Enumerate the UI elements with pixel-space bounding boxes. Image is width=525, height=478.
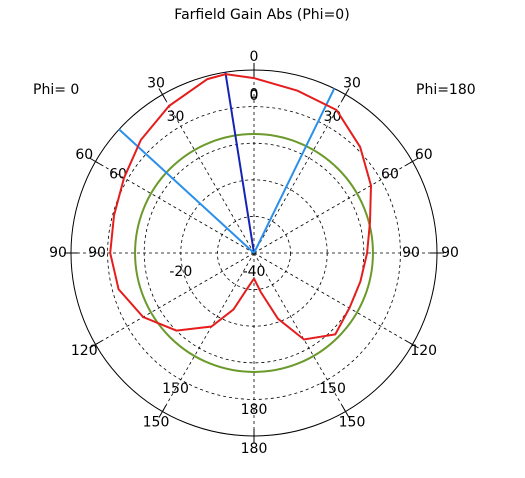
angle-tick (406, 340, 419, 349)
inner-angle-label: 60 (381, 167, 399, 183)
direction-line (253, 88, 336, 254)
inner-angle-label: 150 (319, 381, 346, 397)
spoke (162, 252, 255, 412)
inner-angle-label: 30 (167, 109, 185, 125)
inner-angle-label: 60 (109, 167, 127, 183)
spoke (162, 94, 255, 254)
inner-angle-label: 90 (402, 245, 420, 261)
gain-curve (109, 73, 373, 341)
spoke (253, 94, 346, 254)
angle-tick (89, 340, 102, 349)
spoke (253, 161, 413, 254)
spoke (253, 252, 413, 345)
angle-tick (158, 88, 167, 101)
angle-tick (406, 157, 419, 166)
r-tick-label: -20 (169, 264, 192, 280)
outer-angle-label: 0 (250, 49, 259, 65)
outer-angle-label: 150 (143, 415, 170, 431)
outer-angle-label: 180 (241, 441, 268, 457)
spoke (95, 252, 255, 345)
outer-angle-label: 30 (343, 75, 361, 91)
chart-title: Farfield Gain Abs (Phi=0) (174, 7, 349, 23)
outer-angle-label: 60 (415, 147, 433, 163)
outer-angle-label: 90 (49, 245, 67, 261)
angle-tick (89, 157, 102, 166)
left-label: Phi= 0 (33, 82, 79, 98)
outer-angle-label: 30 (147, 75, 165, 91)
outer-angle-label: 90 (441, 245, 459, 261)
outer-angle-label: 120 (71, 343, 98, 359)
grid-circle (107, 106, 401, 400)
angle-tick (158, 405, 167, 418)
r-tick-label: 0 (250, 87, 259, 103)
angle-tick (341, 88, 350, 101)
outer-angle-label: 150 (339, 415, 366, 431)
grid-circle (216, 215, 291, 290)
inner-angle-label: 90 (88, 245, 106, 261)
outer-angle-label: 120 (410, 343, 437, 359)
direction-line (224, 72, 255, 254)
inner-angle-label: 30 (324, 109, 342, 125)
inner-angle-label: 180 (241, 402, 268, 418)
spoke (253, 252, 346, 412)
right-label: Phi=180 (416, 82, 476, 98)
inner-angle-label: 150 (162, 381, 189, 397)
inner-angle-label: 0 (250, 88, 259, 104)
angle-tick (341, 405, 350, 418)
grid-circle (180, 179, 328, 327)
spoke (95, 161, 255, 254)
r-tick-label: -40 (243, 264, 266, 280)
outer-angle-label: 60 (75, 147, 93, 163)
grid-circle (143, 142, 365, 364)
direction-line (118, 128, 255, 254)
reference-circle (134, 133, 374, 373)
